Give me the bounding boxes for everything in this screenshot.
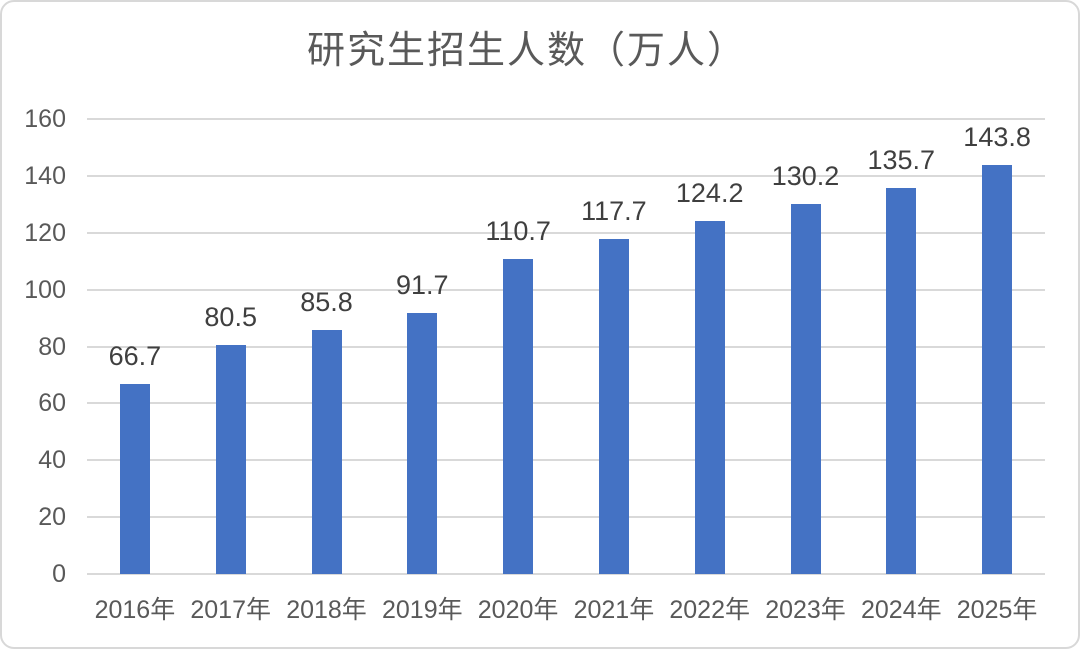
x-tick-label: 2019年 (381, 596, 463, 624)
bar (119, 384, 150, 574)
bar-value-label: 130.2 (771, 160, 840, 191)
bar-value-label: 135.7 (867, 145, 936, 176)
bar (790, 203, 821, 574)
bar-value-label: 124.2 (675, 177, 744, 208)
y-tick-label: 120 (24, 218, 66, 247)
y-tick-label: 80 (38, 332, 66, 361)
x-tick-label: 2022年 (669, 596, 750, 624)
y-tick-label: 160 (24, 105, 66, 133)
gridline-40 (87, 459, 1045, 462)
x-tick-label: 2018年 (286, 596, 367, 624)
y-tick-label: 40 (38, 446, 66, 475)
x-tick-label: 2023年 (765, 596, 846, 624)
x-tick-label: 2025年 (956, 596, 1038, 624)
x-tick-label: 2020年 (477, 596, 559, 624)
bar-value-label: 117.7 (581, 196, 647, 227)
plot-area: 66.7 80.5 85.8 91.7 110.7 117.7 124.2 130.2 135.… (87, 118, 1045, 575)
y-tick-label: 100 (24, 275, 66, 304)
bar (503, 259, 534, 574)
bar-value-label: 143.8 (963, 122, 1031, 153)
y-tick-label: 140 (24, 161, 66, 190)
x-tick-label: 2024年 (860, 596, 942, 624)
y-tick-label: 60 (38, 389, 66, 418)
x-tick-label: 2016年 (94, 596, 176, 624)
bar-value-label: 66.7 (108, 341, 162, 372)
bar (886, 188, 917, 574)
gridline-60 (87, 402, 1045, 405)
bar (215, 345, 246, 574)
bar (694, 220, 725, 574)
bar (598, 239, 629, 574)
chart-title: 研究生招生人数（万人） (306, 30, 747, 72)
gridline-80 (87, 345, 1045, 348)
bar-value-label: 110.7 (485, 216, 551, 247)
x-tick-label: 2017年 (190, 596, 271, 624)
bar (407, 313, 438, 574)
y-tick-label: 20 (38, 503, 66, 532)
bar-value-label: 80.5 (204, 302, 257, 333)
gridline-160 (87, 118, 1045, 120)
x-tick-label: 2021年 (573, 596, 655, 624)
gridline-20 (87, 516, 1045, 519)
gridline-100 (87, 288, 1045, 291)
gridline-140 (87, 174, 1045, 177)
bar (982, 165, 1013, 574)
bar (311, 330, 342, 574)
bar-value-label: 91.7 (396, 270, 449, 301)
bar-value-label: 85.8 (300, 287, 353, 317)
gridline-0 (87, 573, 1045, 575)
y-tick-label: 0 (52, 560, 66, 588)
gridline-120 (87, 231, 1045, 234)
